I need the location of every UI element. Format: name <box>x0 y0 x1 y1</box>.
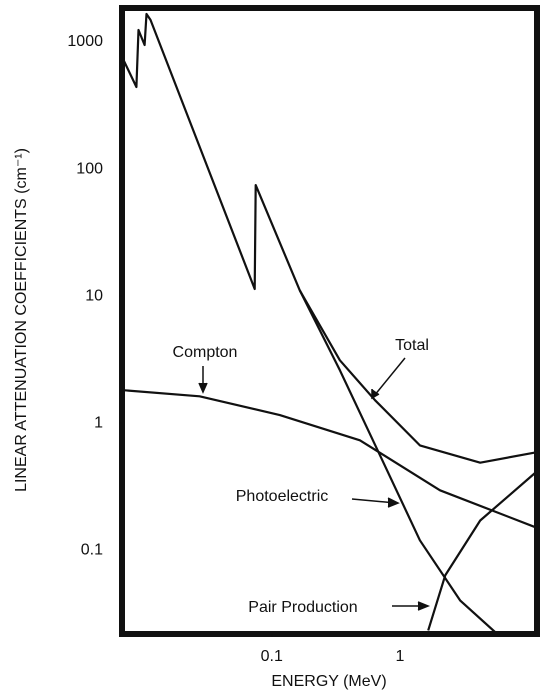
y-tick-label: 100 <box>76 160 103 177</box>
series-label: Total <box>395 337 429 354</box>
plot-frame <box>119 5 540 637</box>
series-label: Pair Production <box>248 599 357 616</box>
series-label: Compton <box>173 344 238 361</box>
plot-lines <box>122 12 537 634</box>
x-tick-label: 1 <box>396 648 405 665</box>
y-tick-label: 1000 <box>67 33 103 50</box>
series-line <box>123 389 536 529</box>
arrows <box>198 357 431 611</box>
x-axis-label: ENERGY (MeV) <box>271 673 386 690</box>
series-line <box>298 289 498 634</box>
y-tick-label: 10 <box>85 287 103 304</box>
y-axis-label: LINEAR ATTENUATION COEFFICIENTS (cm⁻¹) <box>13 148 30 492</box>
y-tick-label: 0.1 <box>81 542 103 559</box>
x-tick-label: 0.1 <box>261 648 283 665</box>
y-tick-label: 1 <box>94 415 103 432</box>
series-line <box>427 471 537 631</box>
series-label: Photoelectric <box>236 488 329 505</box>
series-line <box>122 12 536 464</box>
